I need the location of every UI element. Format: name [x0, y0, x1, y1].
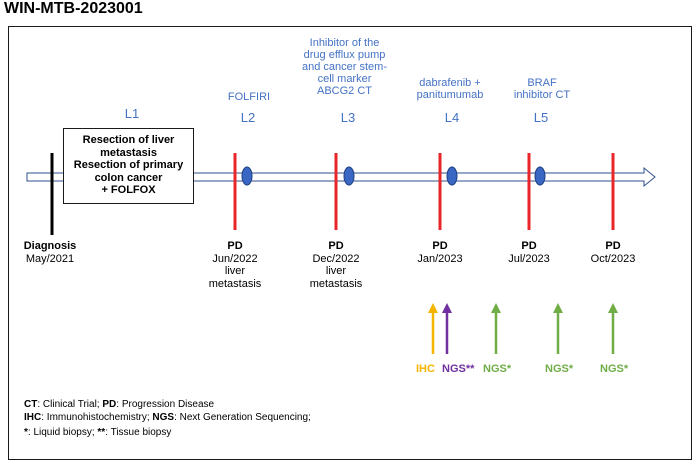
marker-l4: [446, 166, 458, 186]
test-arrow-ihc: [428, 303, 438, 354]
line-label-l2: L2: [240, 110, 256, 125]
test-arrow-ngs-2: [553, 303, 563, 354]
marker-l5: [534, 166, 546, 186]
test-arrow-ngs-1: [491, 303, 501, 354]
marker-l3: [343, 166, 355, 186]
therapy-l4: dabrafenib + panitumumab: [416, 77, 484, 101]
test-label-ngs-2: NGS*: [545, 363, 574, 375]
line-label-l4: L4: [444, 110, 460, 125]
line-label-l5: L5: [533, 110, 549, 125]
line-label-l3: L3: [340, 110, 356, 125]
legend-row-1: CT: Clinical Trial; PD: Progression Dise…: [24, 399, 215, 410]
therapy-l2: FOLFIRI: [227, 91, 271, 103]
pd-event-5: PD Oct/2023: [590, 240, 636, 265]
pd-event-4: PD Jul/2023: [508, 240, 550, 265]
test-arrow-ngs-3: [608, 303, 618, 354]
legend-row-3: *: Liquid biopsy; **: Tissue biopsy: [24, 427, 172, 438]
therapy-l3: Inhibitor of the drug efflux pump and ca…: [302, 37, 387, 97]
marker-l2: [241, 166, 253, 186]
line-label-l1: L1: [124, 106, 140, 121]
page-title: WIN-MTB-2023001: [4, 0, 143, 17]
test-label-ngs-3: NGS*: [600, 363, 629, 375]
test-arrow-ngs-tissue: [442, 303, 452, 354]
test-label-ihc: IHC: [416, 363, 435, 375]
pd-event-3: PD Jan/2023: [417, 240, 463, 265]
diagnosis-event: Diagnosis May/2021: [23, 240, 77, 265]
legend-row-2: IHC: Immunohistochemistry; NGS: Next Gen…: [24, 412, 311, 423]
therapy-l5: BRAF inhibitor CT: [513, 77, 571, 101]
test-label-ngs-tissue: NGS**: [442, 363, 475, 375]
diagram-frame: [8, 26, 692, 460]
pd-event-1: PD Jun/2022 liver metastasis: [208, 240, 262, 290]
pd-event-2: PD Dec/2022 liver metastasis: [309, 240, 363, 290]
test-label-ngs-1: NGS*: [483, 363, 512, 375]
l1-treatment-box: Resection of liver metastasis Resection …: [63, 128, 194, 204]
